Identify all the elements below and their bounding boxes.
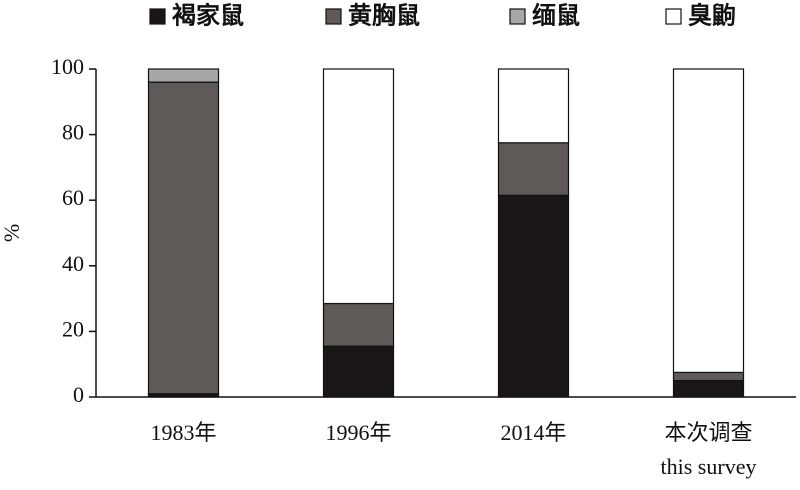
y-tick-label: 60 — [62, 185, 84, 210]
bar-segment — [672, 380, 745, 398]
bar-segment — [497, 68, 570, 144]
legend-text: 臭鼩 — [688, 2, 736, 30]
y-tick-label: 80 — [62, 120, 84, 145]
y-axis-label: % — [0, 224, 24, 242]
bar-segment — [497, 142, 570, 196]
bar-segment — [672, 371, 745, 382]
bar-segment — [147, 81, 220, 395]
legend-swatch — [509, 8, 526, 25]
x-tick-label: 本次调查 — [664, 420, 752, 445]
legend-text: 褐家鼠 — [171, 2, 244, 30]
legend-text: 黄胸鼠 — [348, 3, 420, 30]
bar-segment — [672, 68, 745, 373]
y-tick-label: 0 — [73, 382, 84, 407]
bar-segment — [147, 68, 220, 83]
y-tick-label: 100 — [51, 54, 84, 79]
x-tick-label: 1996年 — [325, 420, 391, 445]
y-tick-label: 20 — [62, 316, 84, 341]
legend-swatch — [325, 8, 342, 25]
x-tick-label: 1983年 — [150, 420, 216, 445]
bar-segment — [322, 68, 395, 305]
legend-swatch — [149, 8, 166, 25]
x-tick-label: 2014年 — [500, 420, 566, 445]
bar-segment — [497, 194, 570, 398]
bar-segment — [322, 345, 395, 398]
legend-text: 缅鼠 — [532, 3, 580, 30]
legend-swatch — [665, 8, 682, 25]
x-tick-sublabel: this survey — [661, 454, 757, 479]
bar-segment — [322, 302, 395, 347]
y-tick-label: 40 — [62, 251, 84, 276]
